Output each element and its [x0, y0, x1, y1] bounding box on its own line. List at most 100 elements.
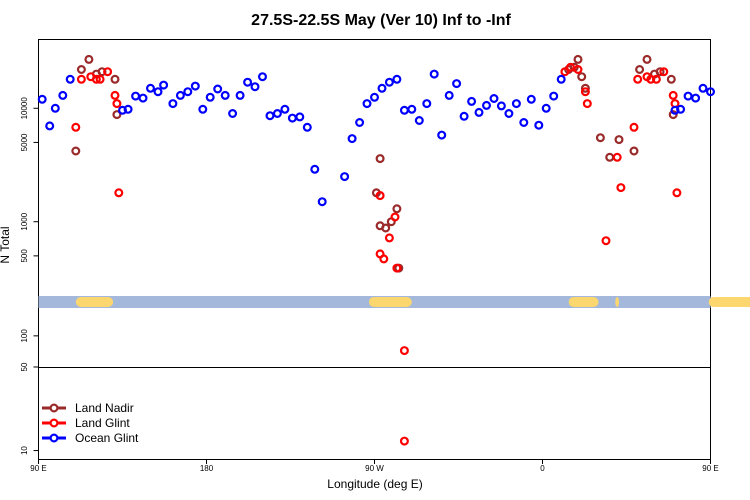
data-point [110, 74, 120, 84]
data-point [705, 87, 715, 97]
data-point [392, 74, 402, 84]
legend-marker [49, 403, 59, 413]
data-point [407, 104, 417, 114]
legend-item: Ocean Glint [42, 431, 139, 445]
x-tick-label: 90 E [702, 464, 718, 473]
data-point [375, 191, 385, 201]
data-point [258, 72, 268, 82]
series-land-glint [71, 62, 682, 446]
y-tick-label: 50 [20, 362, 29, 371]
data-point [595, 133, 605, 143]
legend-marker [49, 433, 59, 443]
data-point [110, 90, 120, 100]
x-tick-label: 0 [540, 464, 545, 473]
data-point [655, 67, 665, 77]
data-point [112, 99, 122, 109]
data-point [399, 436, 409, 446]
y-tick-label: 500 [20, 249, 29, 263]
data-point [97, 67, 107, 77]
data-point [672, 188, 682, 198]
legend-item: Land Nadir [42, 401, 134, 415]
land-segment [568, 297, 599, 307]
data-point [138, 93, 148, 103]
y-tick-label: 1000 [20, 212, 29, 230]
data-point [384, 233, 394, 243]
data-point [220, 90, 230, 100]
data-point [235, 90, 245, 100]
data-point [629, 122, 639, 132]
y-axis: 10000 5000 1000 500 100 50 10 [20, 97, 39, 455]
plot-frame [38, 39, 711, 460]
data-point [646, 74, 656, 84]
data-point [58, 90, 68, 100]
data-point [459, 111, 469, 121]
data-point [272, 108, 282, 118]
data-point [71, 122, 81, 132]
data-point [504, 108, 514, 118]
data-point [642, 54, 652, 64]
legend-label: Land Nadir [75, 401, 134, 415]
data-point [71, 146, 81, 156]
data-point [683, 91, 693, 101]
points-layer [37, 54, 715, 446]
data-point [452, 79, 462, 89]
data-point [399, 346, 409, 356]
y-axis-label: N Total [0, 226, 12, 263]
data-point [580, 83, 590, 93]
y-tick-label: 10000 [20, 97, 29, 120]
data-point [153, 87, 163, 97]
y-tick-label: 100 [20, 329, 29, 343]
data-point [698, 83, 708, 93]
data-point [168, 99, 178, 109]
data-point [76, 74, 86, 84]
data-point [668, 110, 678, 120]
data-point [112, 110, 122, 120]
x-tick-label: 90 E [30, 464, 46, 473]
data-point [691, 93, 701, 103]
data-point [377, 83, 387, 93]
data-point [573, 54, 583, 64]
data-point [198, 104, 208, 114]
x-axis: 90 E 180 90 W 0 90 E [30, 459, 719, 473]
legend-item: Land Glint [42, 416, 130, 430]
data-point [37, 94, 47, 104]
series-ocean-glint [37, 69, 715, 207]
data-point [629, 146, 639, 156]
data-point [50, 103, 60, 113]
data-point [146, 83, 156, 93]
data-point [651, 74, 661, 84]
data-point [243, 77, 253, 87]
data-point [250, 82, 260, 92]
data-point [131, 91, 141, 101]
data-point [659, 67, 669, 77]
data-point [91, 74, 101, 84]
data-point [601, 236, 611, 246]
data-point [302, 122, 312, 132]
data-point [103, 67, 113, 77]
data-point [228, 108, 238, 118]
data-point [390, 212, 400, 222]
data-point [560, 67, 570, 77]
data-point [65, 74, 75, 84]
data-point [45, 121, 55, 131]
data-point [580, 87, 590, 97]
data-point [582, 99, 592, 109]
data-point [392, 263, 402, 273]
data-point [414, 115, 424, 125]
data-point [317, 197, 327, 207]
data-point [205, 92, 215, 102]
data-point [295, 112, 305, 122]
data-point [114, 188, 124, 198]
land-band [38, 296, 750, 308]
data-point [616, 183, 626, 193]
data-point [534, 120, 544, 130]
data-point [605, 152, 615, 162]
data-point [347, 134, 357, 144]
legend-label: Ocean Glint [75, 431, 139, 445]
data-point [422, 99, 432, 109]
data-point [614, 135, 624, 145]
data-point [355, 117, 365, 127]
data-point [84, 54, 94, 64]
